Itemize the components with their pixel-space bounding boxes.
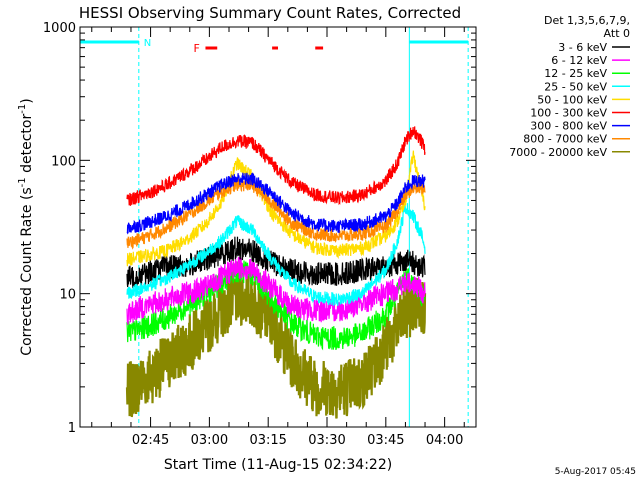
y-tick-label: 1 — [68, 421, 76, 436]
x-tick-label: 03:15 — [249, 433, 286, 448]
series-line-6 — [126, 172, 426, 235]
plot-frame — [79, 26, 477, 428]
y-tick-label: 100 — [51, 154, 76, 169]
x-tick-label: 04:00 — [426, 433, 463, 448]
night-label: N — [144, 38, 151, 49]
series-line-4 — [126, 150, 426, 267]
x-tick-label: 03:30 — [308, 433, 345, 448]
legend-entry-label: 3 - 6 keV — [558, 41, 607, 54]
legend-entry-label: 6 - 12 keV — [551, 54, 607, 67]
x-tick-label: 02:45 — [132, 433, 169, 448]
series-line-8 — [125, 267, 427, 419]
series-line-5 — [126, 126, 426, 206]
y-tick-label: 10 — [59, 288, 76, 303]
flare-label: F — [193, 42, 199, 55]
x-tick-label: 03:45 — [367, 433, 404, 448]
legend-entry-label: 7000 - 20000 keV — [509, 146, 607, 159]
legend-entry-label: 100 - 300 keV — [530, 107, 607, 120]
series-line-1 — [126, 256, 426, 325]
footer-timestamp: 5-Aug-2017 05:45 — [555, 467, 636, 477]
y-axis: 1 10 100 1000 — [43, 21, 476, 436]
chart-title: HESSI Observing Summary Count Rates, Cor… — [79, 4, 461, 22]
y-axis-label: Corrected Count Rate (s-1 detector-1) — [17, 98, 35, 355]
legend-header-line-1: Det 1,3,5,6,7,9, — [544, 14, 630, 27]
series-line-2 — [126, 260, 426, 351]
x-axis: 02:45 03:00 03:15 03:30 03:45 04:00 — [91, 27, 465, 448]
series-line-3 — [126, 203, 426, 306]
legend-entry-label: 300 - 800 keV — [530, 120, 607, 133]
legend-entry-label: 50 - 100 keV — [537, 93, 607, 106]
y-tick-label: 1000 — [43, 21, 76, 36]
series-line-7 — [126, 177, 426, 250]
legend-entry-label: 25 - 50 keV — [544, 80, 607, 93]
legend-entry-label: 800 - 7000 keV — [523, 133, 607, 146]
legend-entry-label: 12 - 25 keV — [544, 67, 607, 80]
legend-header-line-2: Att 0 — [604, 27, 630, 40]
x-axis-label: Start Time (11-Aug-15 02:34:22) — [164, 457, 392, 473]
x-tick-label: 03:00 — [191, 433, 228, 448]
